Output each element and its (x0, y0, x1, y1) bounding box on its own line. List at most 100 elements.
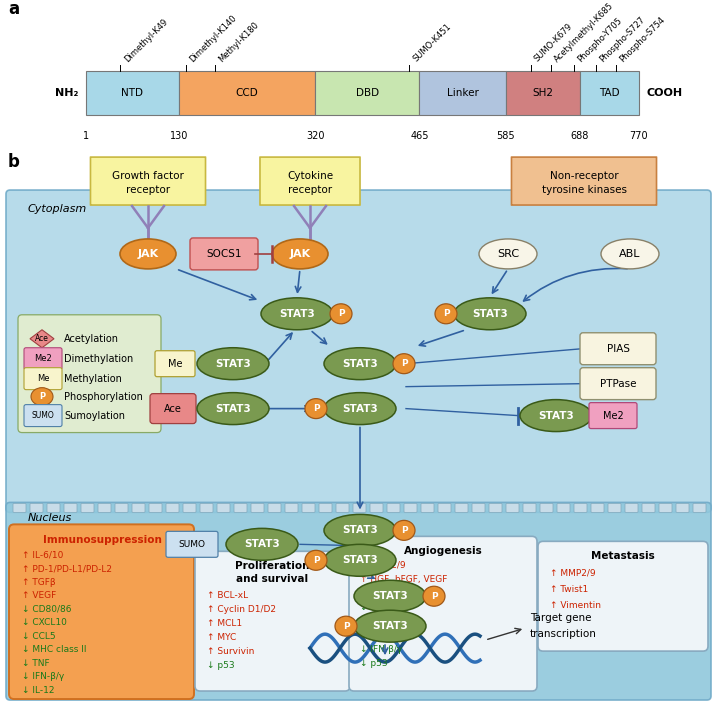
FancyBboxPatch shape (24, 404, 62, 426)
Ellipse shape (423, 586, 445, 606)
Text: ↓ TNF: ↓ TNF (22, 658, 49, 668)
Text: P: P (39, 392, 45, 401)
Text: ↑ MMP2/9: ↑ MMP2/9 (550, 569, 596, 578)
FancyBboxPatch shape (676, 503, 689, 513)
Text: ↑ MCL1: ↑ MCL1 (207, 619, 242, 628)
Text: P: P (343, 622, 349, 631)
Text: ↓ IL-12: ↓ IL-12 (22, 685, 54, 695)
FancyBboxPatch shape (336, 503, 349, 513)
Text: 130: 130 (169, 131, 188, 142)
Text: Cytokine: Cytokine (287, 171, 333, 181)
Text: 688: 688 (571, 131, 589, 142)
Ellipse shape (354, 610, 426, 642)
Text: JAK: JAK (290, 249, 310, 259)
Text: Me: Me (168, 359, 182, 369)
Text: Non-receptor: Non-receptor (550, 171, 618, 181)
Text: ↑ Cyclin D1/D2: ↑ Cyclin D1/D2 (207, 605, 276, 614)
FancyBboxPatch shape (195, 552, 350, 691)
Text: ↓ p53: ↓ p53 (360, 658, 388, 668)
Ellipse shape (226, 528, 298, 560)
FancyBboxPatch shape (6, 503, 711, 700)
Text: PTPase: PTPase (599, 379, 636, 389)
Text: P: P (431, 592, 437, 600)
Text: STAT3: STAT3 (215, 404, 251, 413)
Text: Angiogenesis: Angiogenesis (404, 547, 483, 556)
Text: JAK: JAK (138, 249, 158, 259)
FancyBboxPatch shape (190, 238, 258, 270)
Text: ↓ CXCL10: ↓ CXCL10 (22, 618, 67, 627)
Text: ↑ IL-6/10: ↑ IL-6/10 (22, 551, 63, 560)
FancyBboxPatch shape (18, 315, 161, 433)
Text: Phosphorylation: Phosphorylation (64, 392, 143, 401)
FancyBboxPatch shape (81, 503, 94, 513)
Text: a: a (9, 0, 19, 18)
FancyBboxPatch shape (217, 503, 230, 513)
FancyBboxPatch shape (183, 503, 196, 513)
Text: SH2: SH2 (532, 88, 554, 98)
Text: SUMO: SUMO (179, 539, 206, 549)
Ellipse shape (520, 399, 592, 432)
Ellipse shape (393, 520, 415, 540)
Text: tyrosine kinases: tyrosine kinases (541, 185, 627, 195)
Text: Immunosuppression: Immunosuppression (42, 535, 161, 545)
FancyBboxPatch shape (591, 503, 604, 513)
FancyBboxPatch shape (387, 503, 400, 513)
Ellipse shape (197, 348, 269, 379)
Text: STAT3: STAT3 (342, 404, 378, 413)
Ellipse shape (435, 304, 457, 324)
Ellipse shape (601, 239, 659, 269)
Text: b: b (8, 153, 20, 171)
FancyBboxPatch shape (419, 71, 505, 115)
Text: Dimethyl-K49: Dimethyl-K49 (123, 17, 169, 64)
FancyBboxPatch shape (455, 503, 468, 513)
Text: STAT3: STAT3 (342, 555, 378, 565)
FancyBboxPatch shape (132, 503, 145, 513)
Text: SUMO: SUMO (32, 411, 54, 420)
FancyBboxPatch shape (659, 503, 672, 513)
Text: STAT3: STAT3 (538, 411, 574, 421)
FancyBboxPatch shape (557, 503, 570, 513)
Text: 465: 465 (410, 131, 429, 142)
Text: ↑ VEGF: ↑ VEGF (22, 591, 56, 600)
Text: ↓ p53: ↓ p53 (207, 661, 234, 670)
Ellipse shape (305, 399, 327, 418)
FancyBboxPatch shape (24, 367, 62, 389)
Text: Phospho-S754: Phospho-S754 (617, 15, 667, 64)
Text: Linker: Linker (447, 88, 478, 98)
Text: Me: Me (37, 374, 49, 383)
FancyBboxPatch shape (268, 503, 281, 513)
FancyBboxPatch shape (6, 190, 711, 513)
FancyBboxPatch shape (608, 503, 621, 513)
Ellipse shape (31, 388, 53, 406)
Text: 1: 1 (83, 131, 89, 142)
Text: ABL: ABL (619, 249, 641, 259)
FancyBboxPatch shape (511, 157, 657, 205)
FancyBboxPatch shape (404, 503, 417, 513)
Ellipse shape (197, 393, 269, 425)
Ellipse shape (335, 616, 357, 636)
FancyBboxPatch shape (438, 503, 451, 513)
Text: STAT3: STAT3 (342, 359, 378, 369)
Ellipse shape (479, 239, 537, 269)
FancyBboxPatch shape (24, 348, 62, 370)
Ellipse shape (120, 239, 176, 269)
Text: ↑ TGFβ: ↑ TGFβ (22, 578, 56, 587)
FancyBboxPatch shape (64, 503, 77, 513)
FancyBboxPatch shape (506, 503, 519, 513)
Text: Ace: Ace (35, 334, 49, 343)
Ellipse shape (324, 393, 396, 425)
Text: Acetylmethyl-K685: Acetylmethyl-K685 (553, 1, 616, 64)
FancyBboxPatch shape (370, 503, 383, 513)
FancyBboxPatch shape (580, 71, 639, 115)
FancyBboxPatch shape (47, 503, 60, 513)
Ellipse shape (261, 298, 333, 330)
FancyBboxPatch shape (115, 503, 128, 513)
FancyBboxPatch shape (693, 503, 706, 513)
FancyBboxPatch shape (13, 503, 26, 513)
Ellipse shape (393, 354, 415, 374)
Text: ↑ PD-1/PD-L1/PD-L2: ↑ PD-1/PD-L1/PD-L2 (22, 564, 112, 573)
Text: ↑ Vimentin: ↑ Vimentin (550, 600, 601, 610)
Polygon shape (30, 330, 54, 348)
Ellipse shape (330, 304, 352, 324)
Text: 770: 770 (630, 131, 648, 142)
